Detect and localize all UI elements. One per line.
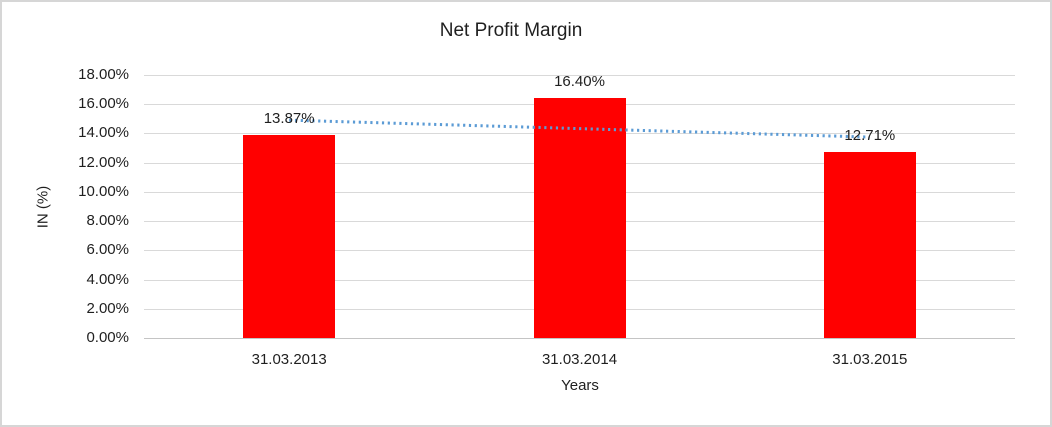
- trendline: [289, 118, 870, 139]
- y-tick-label: 6.00%: [86, 241, 129, 259]
- x-axis-line: [144, 338, 1015, 339]
- gridline: [144, 75, 1015, 76]
- y-tick-label: 0.00%: [86, 329, 129, 346]
- y-tick-label: 2.00%: [86, 299, 129, 317]
- y-tick-label: 16.00%: [78, 95, 129, 113]
- y-tick-label: 8.00%: [86, 212, 129, 230]
- y-tick-label: 12.00%: [78, 153, 129, 171]
- y-tick-label: 14.00%: [78, 124, 129, 142]
- bar: [823, 152, 916, 338]
- plot-area: 13.87% 16.40% 12.71%: [144, 73, 1015, 339]
- y-tick-label: 18.00%: [78, 66, 129, 83]
- y-tick-label: 10.00%: [78, 182, 129, 200]
- data-label: 13.87%: [263, 110, 315, 128]
- x-tick-label: 31.03.2014: [541, 351, 618, 368]
- bar: [243, 135, 336, 338]
- chart-title: Net Profit Margin: [439, 20, 583, 41]
- y-tick-label: 4.00%: [86, 270, 129, 288]
- data-label: 16.40%: [554, 73, 605, 91]
- bar: [533, 98, 626, 338]
- x-axis-title: Years: [561, 377, 599, 394]
- data-label: 12.71%: [844, 127, 896, 145]
- x-tick-label: 31.03.2013: [251, 351, 327, 368]
- x-tick-label: 31.03.2015: [832, 351, 908, 368]
